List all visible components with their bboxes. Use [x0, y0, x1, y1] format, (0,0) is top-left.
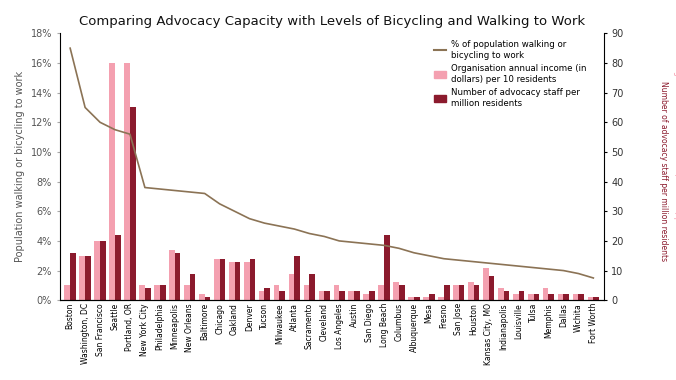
Bar — [130, 108, 136, 300]
Bar — [160, 285, 166, 300]
Bar — [139, 285, 145, 300]
Bar — [229, 262, 235, 300]
Bar — [124, 63, 130, 300]
Text: Organisation annual income (in dollars) per 10 residents: Organisation annual income (in dollars) … — [673, 62, 676, 280]
Bar — [384, 235, 390, 300]
Bar — [100, 241, 105, 300]
Legend: % of population walking or
bicycling to work, Organisation annual income (in
dol: % of population walking or bicycling to … — [431, 38, 589, 111]
Y-axis label: Population walking or bicycling to work: Population walking or bicycling to work — [15, 71, 25, 262]
Bar — [498, 288, 504, 300]
Bar — [379, 285, 384, 300]
Bar — [235, 262, 240, 300]
Bar — [349, 291, 354, 300]
Bar — [528, 294, 533, 300]
Bar — [414, 297, 420, 300]
Bar — [558, 294, 564, 300]
Bar — [310, 274, 315, 300]
Bar — [399, 285, 405, 300]
Bar — [289, 274, 294, 300]
Bar — [489, 277, 494, 300]
Bar — [393, 282, 399, 300]
Bar — [64, 285, 70, 300]
Bar — [294, 256, 300, 300]
Bar — [564, 294, 569, 300]
Bar — [85, 256, 91, 300]
Bar — [543, 288, 548, 300]
Bar — [318, 291, 324, 300]
Bar — [259, 291, 264, 300]
Bar — [474, 285, 479, 300]
Bar — [444, 285, 450, 300]
Bar — [587, 297, 594, 300]
Bar — [513, 294, 518, 300]
Text: Number of advocacy staff per million residents: Number of advocacy staff per million res… — [659, 81, 668, 261]
Bar — [579, 294, 584, 300]
Bar — [548, 294, 554, 300]
Bar — [364, 294, 369, 300]
Bar — [573, 294, 579, 300]
Bar — [369, 291, 375, 300]
Bar — [408, 297, 414, 300]
Bar — [354, 291, 360, 300]
Bar — [184, 285, 190, 300]
Bar — [244, 262, 249, 300]
Bar — [504, 291, 509, 300]
Bar — [438, 297, 444, 300]
Bar — [533, 294, 539, 300]
Bar — [169, 250, 175, 300]
Bar — [453, 285, 459, 300]
Bar — [175, 253, 180, 300]
Bar — [115, 235, 121, 300]
Bar — [304, 285, 310, 300]
Bar — [190, 274, 195, 300]
Bar — [339, 291, 345, 300]
Bar — [279, 291, 285, 300]
Bar — [324, 291, 330, 300]
Bar — [459, 285, 464, 300]
Bar — [274, 285, 279, 300]
Bar — [468, 282, 474, 300]
Bar — [214, 259, 220, 300]
Bar — [220, 259, 225, 300]
Bar — [145, 288, 151, 300]
Bar — [70, 253, 76, 300]
Bar — [423, 297, 429, 300]
Bar — [249, 259, 256, 300]
Bar — [333, 285, 339, 300]
Title: Comparing Advocacy Capacity with Levels of Bicycling and Walking to Work: Comparing Advocacy Capacity with Levels … — [78, 15, 585, 28]
Bar — [154, 285, 160, 300]
Bar — [264, 288, 270, 300]
Bar — [594, 297, 599, 300]
Bar — [199, 294, 205, 300]
Bar — [429, 294, 435, 300]
Bar — [79, 256, 85, 300]
Bar — [95, 241, 100, 300]
Bar — [518, 291, 525, 300]
Bar — [110, 63, 115, 300]
Bar — [483, 268, 489, 300]
Bar — [205, 297, 210, 300]
